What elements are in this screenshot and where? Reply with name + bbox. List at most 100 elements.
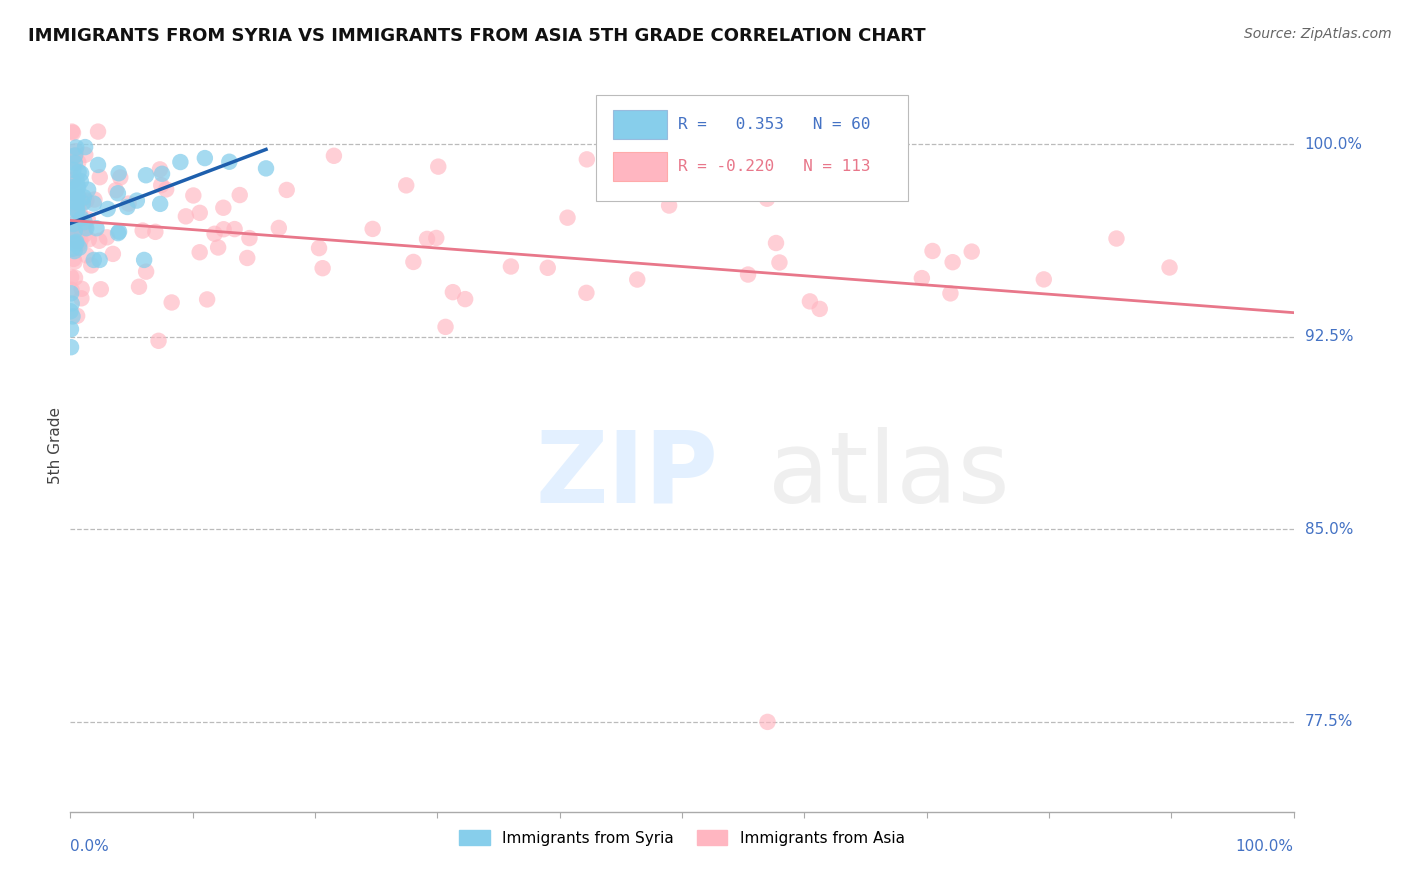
Point <box>416 232 439 246</box>
Point <box>267 221 290 235</box>
Point <box>59 149 82 163</box>
Point <box>149 162 172 177</box>
Point <box>63 156 86 170</box>
Point <box>73 227 96 242</box>
Point <box>67 180 90 194</box>
Point <box>150 178 173 193</box>
Point <box>59 304 82 318</box>
Point <box>942 255 965 269</box>
Point <box>62 310 84 324</box>
Point <box>135 168 157 182</box>
Point <box>80 259 103 273</box>
Point <box>63 194 86 209</box>
Text: IMMIGRANTS FROM SYRIA VS IMMIGRANTS FROM ASIA 5TH GRADE CORRELATION CHART: IMMIGRANTS FROM SYRIA VS IMMIGRANTS FROM… <box>28 27 925 45</box>
Point <box>65 140 87 154</box>
Point <box>62 162 84 177</box>
Point <box>59 226 82 240</box>
Point <box>66 203 89 218</box>
Point <box>60 159 83 173</box>
Point <box>395 178 418 193</box>
Point <box>134 252 156 267</box>
Point <box>87 158 110 172</box>
Point <box>921 244 943 258</box>
Point <box>131 223 153 237</box>
Point <box>65 148 87 162</box>
Point <box>75 140 97 154</box>
Point <box>160 295 183 310</box>
Point <box>229 188 252 202</box>
Point <box>76 248 98 262</box>
Point <box>59 322 82 336</box>
Point <box>60 270 83 285</box>
Point <box>1105 231 1128 245</box>
Point <box>66 195 89 210</box>
Point <box>75 147 97 161</box>
Point <box>63 148 86 162</box>
Point <box>62 236 84 251</box>
Point <box>63 270 86 285</box>
Point <box>224 222 246 236</box>
Point <box>425 231 447 245</box>
Point <box>69 193 91 207</box>
Point <box>499 260 522 274</box>
Point <box>454 292 477 306</box>
Point <box>125 194 148 208</box>
Point <box>65 171 87 186</box>
Point <box>59 227 82 241</box>
Point <box>86 221 108 235</box>
Point <box>66 175 89 189</box>
Point <box>765 235 787 250</box>
Point <box>110 170 132 185</box>
Point <box>128 279 150 293</box>
Point <box>70 291 93 305</box>
Point <box>238 231 260 245</box>
Point <box>236 251 259 265</box>
Text: 100.0%: 100.0% <box>1236 838 1294 854</box>
Point <box>60 125 83 139</box>
Point <box>537 260 560 275</box>
Point <box>658 198 681 212</box>
Point <box>107 186 129 201</box>
Text: Source: ZipAtlas.com: Source: ZipAtlas.com <box>1244 27 1392 41</box>
Point <box>77 183 100 197</box>
Point <box>72 196 94 211</box>
Point <box>65 236 87 251</box>
Point <box>69 205 91 219</box>
Point <box>69 234 91 248</box>
Point <box>117 200 139 214</box>
Point <box>1032 272 1054 286</box>
Point <box>575 153 598 167</box>
Point <box>83 193 105 207</box>
Point <box>195 293 218 307</box>
Point <box>361 222 384 236</box>
Point <box>73 215 96 229</box>
Point <box>204 227 226 241</box>
Point <box>59 232 82 246</box>
Point <box>799 294 821 309</box>
Point <box>66 197 89 211</box>
Point <box>107 166 129 180</box>
Point <box>150 167 173 181</box>
Point <box>960 244 983 259</box>
Point <box>322 149 344 163</box>
Point <box>308 241 330 255</box>
Point <box>69 174 91 188</box>
Text: 0.0%: 0.0% <box>70 838 110 854</box>
Point <box>62 174 84 188</box>
Point <box>65 195 87 210</box>
Point <box>756 192 779 206</box>
Point <box>75 219 97 234</box>
Point <box>73 190 96 204</box>
Point <box>62 242 84 256</box>
Point <box>83 252 105 267</box>
Point <box>212 222 235 236</box>
Point <box>155 182 177 196</box>
Point <box>60 227 83 242</box>
Point <box>66 231 89 245</box>
Point <box>60 225 83 239</box>
Point <box>66 309 89 323</box>
Text: 92.5%: 92.5% <box>1305 329 1353 344</box>
Point <box>65 235 87 249</box>
FancyBboxPatch shape <box>613 110 668 139</box>
Point <box>66 180 89 194</box>
